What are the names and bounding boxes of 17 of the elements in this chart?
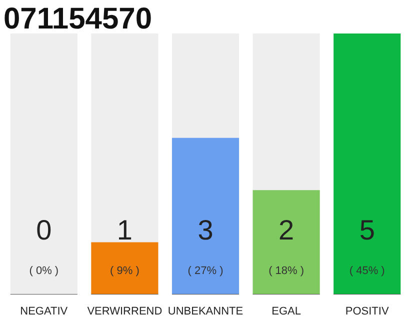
x-tick-label: NEGATIV xyxy=(20,306,68,318)
x-tick-label: EGAL xyxy=(272,306,301,318)
data-label: 0 xyxy=(36,214,52,246)
x-tick-label: VERWIRREND xyxy=(87,306,162,318)
x-tick-label: UNBEKANNTE xyxy=(168,306,244,318)
chart-title: 071154570 xyxy=(4,2,152,36)
data-label: 2 xyxy=(278,214,294,246)
data-label: 5 xyxy=(359,214,375,246)
data-label: 3 xyxy=(198,214,214,246)
annotation: ( 18% ) xyxy=(268,265,304,278)
annotation: ( 27% ) xyxy=(188,265,224,278)
bar xyxy=(91,242,158,294)
annotation: ( 0% ) xyxy=(29,265,59,278)
annotation: ( 45% ) xyxy=(349,265,385,278)
annotation: ( 9% ) xyxy=(110,265,140,278)
x-tick-label: POSITIV xyxy=(345,306,390,318)
data-label: 1 xyxy=(116,214,132,246)
